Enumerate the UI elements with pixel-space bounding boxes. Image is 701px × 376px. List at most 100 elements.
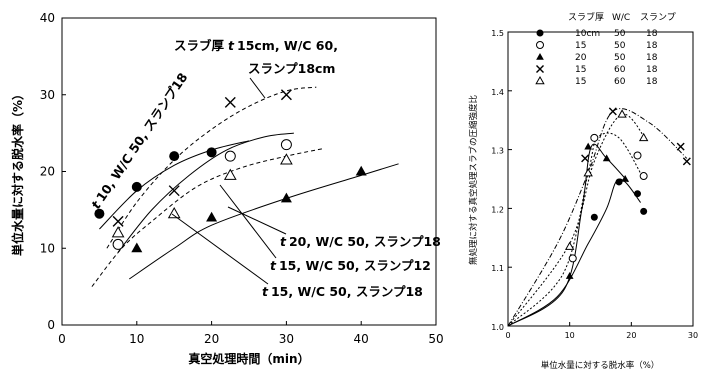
x-tick-label: 50	[428, 332, 443, 346]
data-point-4	[111, 226, 125, 238]
legend-cell: 18	[646, 29, 658, 39]
x-tick-label: 30	[688, 331, 698, 340]
data-point-4	[223, 168, 237, 180]
data-point-1	[280, 139, 292, 151]
y-tick-label: 1.0	[491, 323, 504, 332]
left-points	[94, 89, 367, 253]
data-point-2	[565, 271, 574, 279]
legend-header: スラブ厚	[568, 11, 604, 23]
legend-cell: 18	[646, 77, 658, 87]
legend-marker	[536, 29, 544, 37]
series-curve-1	[507, 132, 645, 327]
data-point-2	[621, 174, 630, 182]
series-curve-3	[106, 86, 317, 249]
y-tick-label: 40	[40, 11, 55, 25]
series-curve-1	[117, 132, 294, 253]
right-x-ticks: 0 10 20 30	[505, 322, 698, 340]
y-tick-label: 1.1	[491, 264, 504, 273]
legend-marker	[536, 52, 544, 60]
data-point-1	[590, 133, 599, 142]
data-point-3	[112, 215, 124, 227]
data-point-1	[639, 172, 648, 181]
x-tick-label: 40	[354, 332, 369, 346]
legend-cell: 18	[646, 41, 658, 51]
data-point-4	[280, 153, 293, 165]
x-tick-label: 30	[279, 332, 294, 346]
data-point-0	[131, 181, 142, 192]
legend-cell: 60	[614, 77, 626, 87]
legend-marker	[536, 65, 544, 73]
data-point-4	[583, 168, 593, 177]
data-point-0	[94, 208, 105, 219]
data-point-3	[581, 154, 590, 163]
left-x-label: 真空処理時間（min）	[188, 351, 309, 366]
right-legend: スラブ厚 W/C スランプ 10cm 50 18 15 50 18 20 50 18 15 60 18 15 6…	[535, 11, 676, 87]
data-point-2	[131, 242, 143, 253]
data-point-1	[568, 254, 577, 263]
legend-cell: 50	[614, 53, 626, 63]
data-point-1	[112, 238, 124, 250]
y-tick-label: 1.4	[491, 88, 504, 97]
data-point-4	[167, 206, 181, 219]
data-point-4	[617, 109, 627, 118]
data-point-2	[355, 165, 367, 176]
right-points	[564, 107, 691, 279]
legend-header: W/C	[612, 13, 630, 23]
data-point-3	[682, 157, 691, 166]
left-x-ticks: 0 10 20 30 40 50	[58, 321, 444, 346]
x-tick-label: 20	[204, 332, 219, 346]
data-point-2	[206, 211, 218, 222]
y-tick-label: 20	[40, 165, 55, 179]
series-curve-4	[507, 113, 648, 327]
data-point-2	[584, 142, 593, 150]
annotation-leader	[171, 213, 269, 285]
legend-cell: 50	[614, 29, 626, 39]
legend-cell: 20	[575, 53, 587, 63]
right-plot-frame	[507, 31, 694, 327]
legend-cell: 50	[614, 41, 626, 51]
data-point-1	[633, 151, 642, 160]
legend-cell: 18	[646, 65, 658, 75]
annotation-t15-s18: t 15, W/C 50, スランプ18	[262, 284, 423, 299]
legend-marker	[535, 75, 545, 85]
data-point-2	[280, 192, 292, 203]
x-tick-label: 0	[505, 331, 510, 340]
left-chart: 0 10 20 30 40 50 0 10 20 30 40 真空処理時間（min） 単位水量に対…	[10, 11, 444, 366]
data-point-0	[634, 190, 641, 198]
annotation-t15-s12: t 15, W/C 50, スランプ12	[270, 258, 431, 273]
annotation-leader	[227, 206, 287, 235]
x-tick-label: 0	[58, 332, 66, 346]
y-tick-label: 1.2	[491, 205, 504, 214]
data-point-0	[640, 207, 648, 215]
annotation-leader	[249, 77, 266, 99]
annotation-slab-w60-line2: スランプ18cm	[248, 61, 335, 76]
series-curve-0	[99, 140, 250, 230]
y-tick-label: 1.5	[491, 29, 504, 38]
data-point-2	[602, 154, 611, 162]
annotation-t20: t 20, W/C 50, スランプ18	[280, 234, 441, 249]
right-y-ticks: 1.0 1.1 1.2 1.3 1.4 1.5	[491, 29, 512, 332]
data-point-3	[608, 107, 617, 116]
series-curve-3	[507, 108, 688, 327]
data-point-1	[224, 150, 236, 162]
data-point-0	[206, 147, 217, 158]
legend-marker	[536, 41, 544, 49]
x-tick-label: 20	[626, 331, 636, 340]
annotation-leader	[219, 184, 277, 259]
legend-cell: 10cm	[575, 29, 600, 39]
legend-header: スランプ	[640, 12, 676, 23]
data-point-3	[676, 142, 685, 151]
legend-cell: 60	[614, 65, 626, 75]
data-point-4	[564, 241, 575, 250]
data-point-3	[168, 185, 180, 197]
annotation-slab-w60: スラブ厚 t 15cm, W/C 60,	[174, 38, 338, 53]
series-curve-0	[507, 178, 641, 327]
right-x-label: 単位水量に対する脱水率（%）	[541, 360, 660, 371]
x-tick-label: 10	[565, 331, 575, 340]
data-point-0	[169, 151, 180, 162]
left-y-ticks: 0 10 20 30 40	[40, 11, 66, 332]
legend-cell: 15	[575, 65, 586, 75]
x-tick-label: 10	[129, 332, 144, 346]
data-point-0	[590, 213, 598, 221]
